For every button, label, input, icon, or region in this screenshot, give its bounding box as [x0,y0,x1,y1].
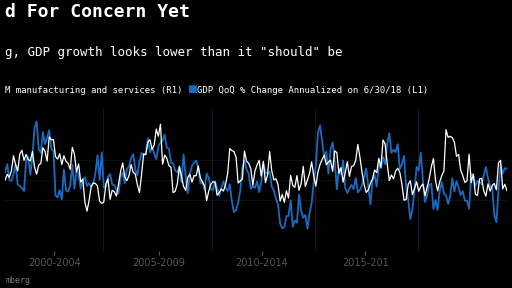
Text: g, GDP growth looks lower than it "should" be: g, GDP growth looks lower than it "shoul… [5,46,343,59]
Text: mberg: mberg [5,276,30,285]
Text: d For Concern Yet: d For Concern Yet [5,3,190,21]
Text: M manufacturing and services (R1): M manufacturing and services (R1) [5,86,182,95]
Text: GDP QoQ % Change Annualized on 6/30/18 (L1): GDP QoQ % Change Annualized on 6/30/18 (… [197,86,428,95]
Text: ■: ■ [187,84,197,94]
